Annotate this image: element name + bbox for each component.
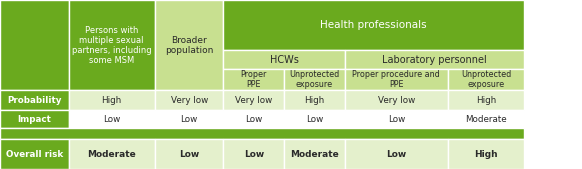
- FancyBboxPatch shape: [69, 0, 155, 90]
- Text: Very low: Very low: [171, 96, 208, 105]
- Text: High: High: [474, 150, 498, 159]
- Text: HCWs: HCWs: [269, 55, 299, 65]
- Text: Very low: Very low: [378, 96, 415, 105]
- Text: Proper procedure and
PPE: Proper procedure and PPE: [353, 70, 440, 89]
- Text: High: High: [102, 96, 122, 105]
- Text: Laboratory personnel: Laboratory personnel: [382, 55, 487, 65]
- FancyBboxPatch shape: [223, 50, 345, 69]
- Text: Proper
PPE: Proper PPE: [240, 70, 267, 89]
- FancyBboxPatch shape: [0, 110, 69, 128]
- Text: Moderate: Moderate: [290, 150, 339, 159]
- FancyBboxPatch shape: [0, 90, 69, 110]
- FancyBboxPatch shape: [223, 69, 284, 90]
- Text: Unprotected
exposure: Unprotected exposure: [461, 70, 511, 89]
- FancyBboxPatch shape: [345, 69, 448, 90]
- Text: Low: Low: [180, 115, 198, 124]
- Text: Low: Low: [386, 150, 406, 159]
- Text: Health professionals: Health professionals: [320, 20, 427, 30]
- FancyBboxPatch shape: [345, 139, 448, 169]
- FancyBboxPatch shape: [448, 139, 524, 169]
- Text: Probability: Probability: [7, 96, 62, 105]
- FancyBboxPatch shape: [155, 90, 223, 110]
- Text: Overall risk: Overall risk: [6, 150, 63, 159]
- FancyBboxPatch shape: [345, 90, 448, 110]
- FancyBboxPatch shape: [223, 90, 284, 110]
- Text: Low: Low: [306, 115, 323, 124]
- Text: Very low: Very low: [235, 96, 272, 105]
- FancyBboxPatch shape: [0, 0, 69, 90]
- Text: Low: Low: [103, 115, 120, 124]
- FancyBboxPatch shape: [284, 69, 345, 90]
- Text: Persons with
multiple sexual
partners, including
some MSM: Persons with multiple sexual partners, i…: [72, 26, 151, 65]
- FancyBboxPatch shape: [155, 139, 223, 169]
- FancyBboxPatch shape: [155, 110, 223, 128]
- FancyBboxPatch shape: [448, 110, 524, 128]
- FancyBboxPatch shape: [284, 110, 345, 128]
- FancyBboxPatch shape: [284, 139, 345, 169]
- Text: Unprotected
exposure: Unprotected exposure: [289, 70, 339, 89]
- FancyBboxPatch shape: [223, 139, 284, 169]
- FancyBboxPatch shape: [448, 90, 524, 110]
- FancyBboxPatch shape: [69, 139, 155, 169]
- Text: Low: Low: [244, 150, 264, 159]
- Text: Broader
population: Broader population: [165, 36, 214, 55]
- FancyBboxPatch shape: [69, 90, 155, 110]
- Text: High: High: [304, 96, 324, 105]
- FancyBboxPatch shape: [345, 110, 448, 128]
- Text: Impact: Impact: [17, 115, 51, 124]
- Text: Moderate: Moderate: [465, 115, 507, 124]
- FancyBboxPatch shape: [448, 69, 524, 90]
- Text: Low: Low: [388, 115, 405, 124]
- FancyBboxPatch shape: [0, 128, 524, 139]
- Text: Low: Low: [179, 150, 199, 159]
- Text: Moderate: Moderate: [87, 150, 136, 159]
- FancyBboxPatch shape: [0, 139, 69, 169]
- Text: Low: Low: [245, 115, 262, 124]
- FancyBboxPatch shape: [155, 0, 223, 90]
- FancyBboxPatch shape: [223, 0, 524, 50]
- FancyBboxPatch shape: [284, 90, 345, 110]
- FancyBboxPatch shape: [223, 110, 284, 128]
- Text: High: High: [476, 96, 496, 105]
- FancyBboxPatch shape: [69, 110, 155, 128]
- FancyBboxPatch shape: [345, 50, 524, 69]
